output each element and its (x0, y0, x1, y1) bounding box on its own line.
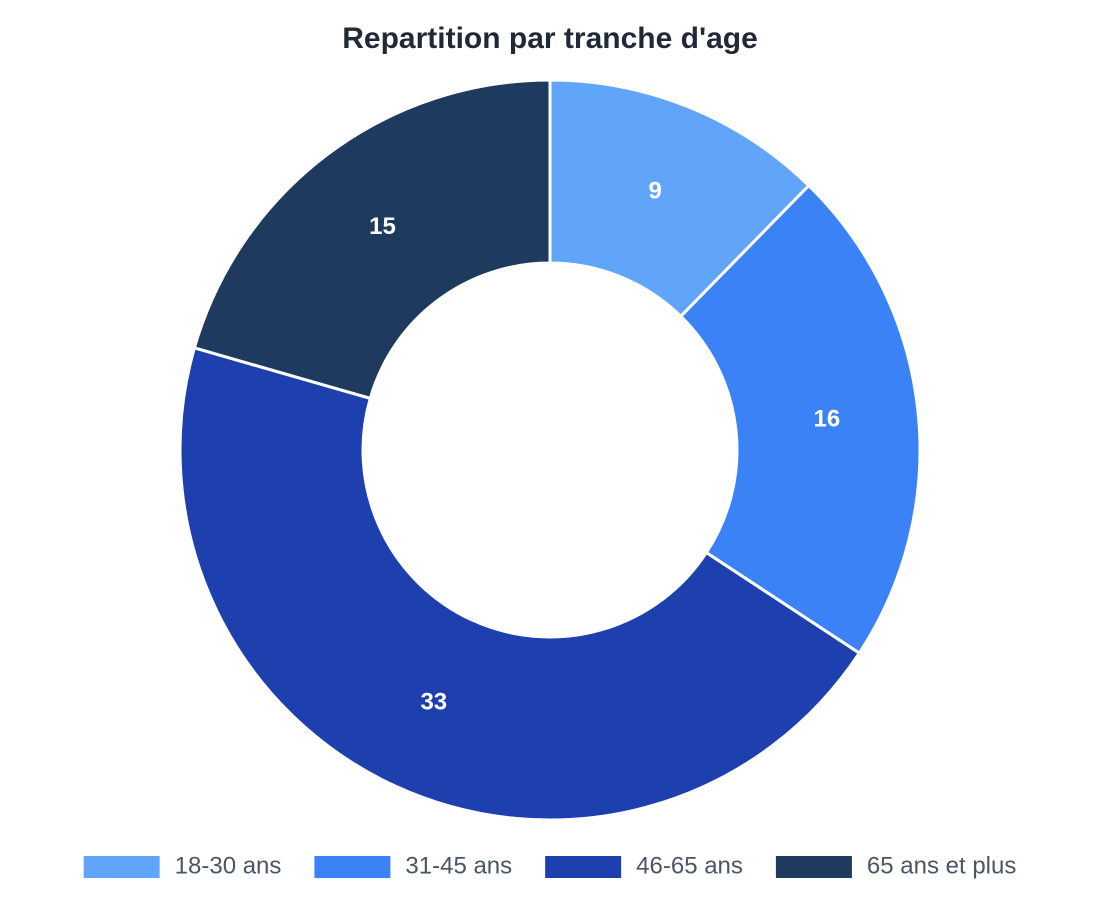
data-label: 16 (814, 405, 841, 432)
legend-swatch (545, 856, 622, 878)
legend-label: 18-30 ans (175, 852, 282, 879)
legend-swatch (314, 856, 391, 878)
data-label: 15 (369, 213, 396, 240)
legend-label: 46-65 ans (636, 852, 743, 879)
chart-title: Repartition par tranche d'age (342, 22, 758, 55)
legend-swatch (83, 856, 160, 878)
doughnut-slice (548, 78, 811, 319)
data-label: 33 (420, 688, 447, 715)
doughnut-slice (192, 78, 552, 401)
data-label: 9 (649, 177, 662, 204)
doughnut-slice (178, 345, 862, 822)
legend-label: 65 ans et plus (867, 852, 1016, 879)
doughnut-slice (678, 183, 922, 656)
legend-swatch (775, 856, 852, 878)
legend-label: 31-45 ans (405, 852, 512, 879)
